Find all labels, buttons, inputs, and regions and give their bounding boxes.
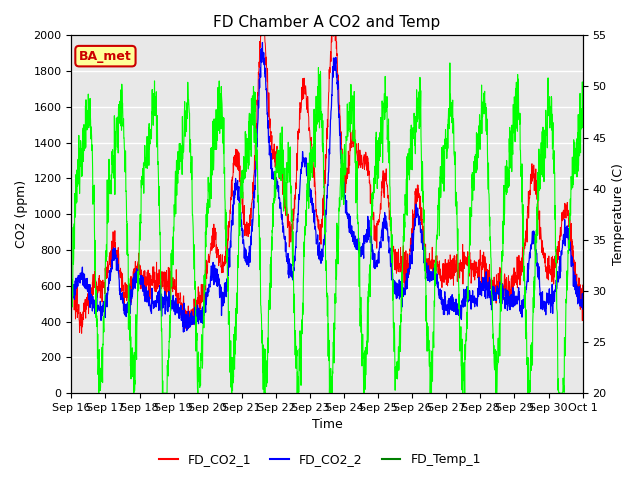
Title: FD Chamber A CO2 and Temp: FD Chamber A CO2 and Temp xyxy=(213,15,440,30)
Legend: FD_CO2_1, FD_CO2_2, FD_Temp_1: FD_CO2_1, FD_CO2_2, FD_Temp_1 xyxy=(154,448,486,471)
Text: BA_met: BA_met xyxy=(79,49,132,63)
Y-axis label: Temperature (C): Temperature (C) xyxy=(612,163,625,265)
X-axis label: Time: Time xyxy=(312,419,342,432)
Y-axis label: CO2 (ppm): CO2 (ppm) xyxy=(15,180,28,248)
